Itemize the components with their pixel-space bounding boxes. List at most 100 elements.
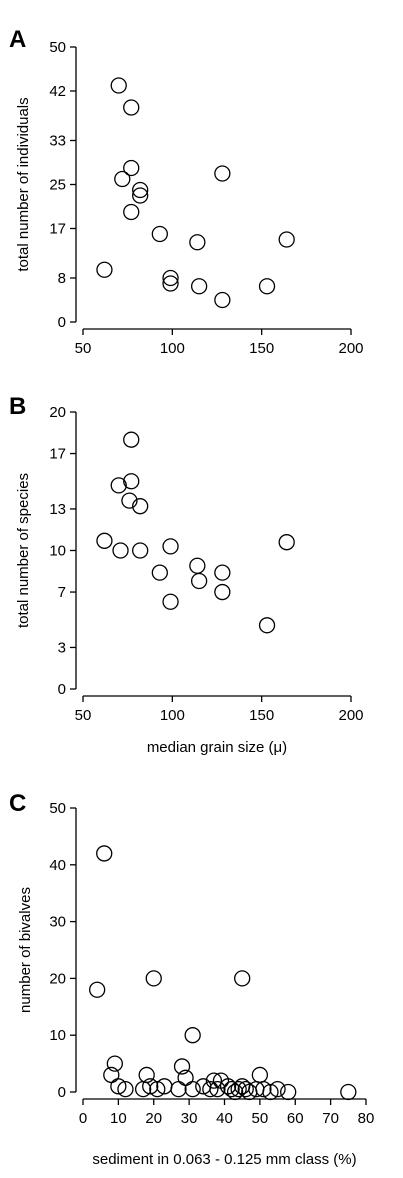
data-point [96,261,113,278]
x-tick-label: 0 [79,1110,87,1127]
data-point [184,1027,201,1044]
y-tick-label: 7 [58,584,66,601]
y-tick-label: 10 [49,543,66,560]
x-tick-label: 200 [338,707,363,724]
data-point [214,165,231,182]
x-tick-label: 60 [287,1110,304,1127]
x-tick-label: 30 [181,1110,198,1127]
x-tick-label: 70 [322,1110,339,1127]
y-tick-label: 17 [49,221,66,238]
data-point [123,431,140,448]
data-point [114,170,131,188]
data-point [132,181,149,199]
data-point [110,77,127,94]
y-tick-label: 42 [49,83,66,100]
data-point [132,187,149,204]
data-point [258,278,276,295]
panel-letter-C: C [9,790,26,817]
data-point [162,269,179,287]
y-tick-label: 30 [49,914,66,931]
data-point [112,542,129,559]
x-axis-label: sediment in 0.063 - 0.125 mm class (%) [92,1151,356,1168]
data-point [190,572,208,590]
y-tick-label: 50 [49,39,66,56]
x-tick-label: 40 [216,1110,233,1127]
y-tick-label: 17 [49,446,66,463]
data-point [190,278,208,295]
y-tick-label: 50 [49,800,66,817]
x-tick-label: 150 [249,340,274,357]
data-point [278,534,295,551]
y-tick-label: 0 [58,1084,66,1101]
data-point [214,583,231,601]
data-point [134,1081,152,1098]
data-point [173,1058,191,1075]
data-point [123,473,140,490]
data-point [117,1081,134,1098]
data-point [189,557,206,574]
x-tick-label: 200 [338,340,363,357]
data-point [209,1081,226,1098]
data-point [251,1066,269,1084]
data-point [123,203,140,221]
x-tick-label: 100 [160,707,185,724]
data-point [223,1081,240,1098]
data-point [258,617,276,634]
data-point [280,1083,297,1101]
y-axis-label: total number of species [15,473,32,628]
y-tick-label: 20 [49,970,66,987]
x-tick-label: 80 [358,1110,375,1127]
y-axis-label: total number of individuals [15,97,32,271]
data-point [340,1083,357,1101]
y-tick-label: 0 [58,681,66,698]
x-tick-label: 20 [145,1110,162,1127]
y-tick-label: 3 [58,639,66,656]
data-point [123,99,140,116]
data-point [110,1078,127,1095]
data-point [96,532,113,549]
data-point [162,593,179,610]
panel-letter-A: A [9,26,26,53]
data-point [262,1083,279,1101]
y-tick-label: 40 [49,857,66,874]
data-point [89,981,106,998]
data-point [230,1081,247,1098]
data-point [255,1081,272,1098]
data-point [184,1081,201,1098]
data-point [278,231,295,248]
data-point [151,564,168,581]
x-tick-label: 10 [110,1110,127,1127]
x-tick-label: 50 [75,340,92,357]
y-tick-label: 25 [49,177,66,194]
data-point [189,234,206,251]
data-point [170,1081,187,1098]
data-point [145,970,162,987]
data-point [96,845,113,862]
x-tick-label: 50 [75,707,92,724]
data-point [151,225,168,243]
data-point [106,1055,123,1072]
data-point [214,564,231,581]
y-tick-label: 0 [58,314,66,331]
data-point [123,159,140,177]
x-tick-label: 150 [249,707,274,724]
data-point [142,1078,159,1095]
panel-letter-B: B [9,393,26,420]
data-point [162,538,179,555]
data-point [132,498,149,515]
data-point [121,492,138,509]
data-point [132,542,149,559]
data-point [149,1081,166,1098]
data-point [110,477,127,494]
data-point [237,1081,254,1098]
x-tick-label: 100 [160,340,185,357]
y-tick-label: 8 [58,270,66,287]
data-point [214,291,231,309]
x-axis-label: median grain size (μ) [147,739,287,756]
data-point [269,1081,286,1098]
y-tick-label: 13 [49,501,66,518]
y-tick-label: 20 [49,404,66,421]
x-tick-label: 50 [252,1110,269,1127]
y-tick-label: 10 [49,1027,66,1044]
